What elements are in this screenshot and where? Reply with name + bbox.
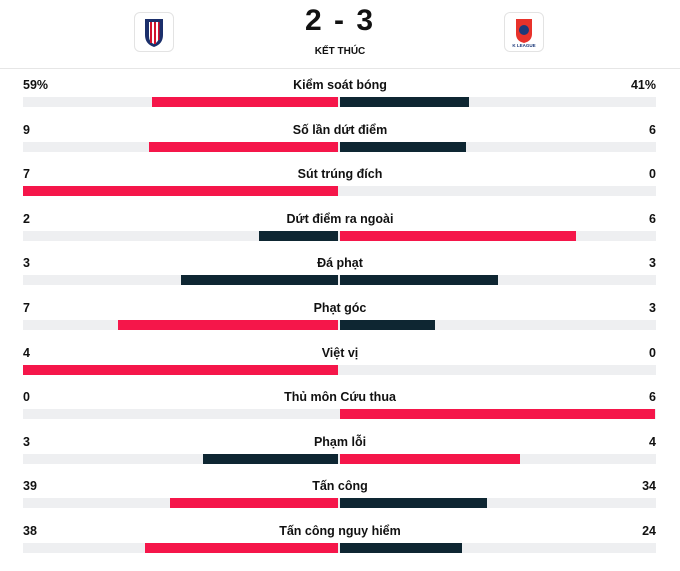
home-value: 3 [23,256,30,271]
away-value: 41% [630,78,656,92]
score: 2 - 3 [304,4,376,37]
away-logo-text: K LEAGUE [512,43,535,48]
track [23,498,656,509]
away-crest: K LEAGUE [512,19,536,48]
track [23,230,656,241]
home-value: 3 [23,434,30,449]
home-bar [203,453,338,464]
away-value: 0 [649,345,656,360]
track [23,97,656,107]
stat-label: Sút trúng đích [297,167,383,182]
home-value: 4 [23,345,30,360]
track [23,275,656,286]
away-bar [340,97,470,107]
away-value: 34 [642,479,656,494]
track [23,409,656,420]
track [23,320,656,330]
track [23,364,656,375]
stat-label: Kiểm soát bóng [293,78,387,92]
stat-label: Số lần dứt điểm [292,122,388,137]
match-status: KẾT THÚC [314,46,366,57]
home-value: 0 [23,390,30,405]
away-value: 4 [649,434,656,449]
away-value: 6 [649,211,656,226]
home-bar [23,364,338,375]
home-bar [152,97,338,107]
home-value: 39 [23,479,37,494]
stat-label: Tấn công [312,479,368,494]
home-bar [144,543,338,553]
divider [0,68,680,69]
track [23,453,656,464]
away-value: 0 [649,167,656,182]
home-value: 2 [23,211,30,226]
stat-label: Dứt điểm ra ngoài [286,211,394,226]
stat-label: Việt vị [321,345,359,360]
away-value: 3 [649,256,656,271]
away-bar [340,141,466,152]
home-logo [134,12,174,52]
away-bar [340,320,435,330]
stat-label: Phạt góc [313,301,367,315]
home-value: 9 [23,122,30,137]
home-bar [149,141,338,152]
away-bar [340,230,577,241]
home-bar [23,186,338,197]
stat-label: Đá phạt [317,256,363,271]
home-bar [180,275,338,286]
stat-label: Phạm lỗi [313,434,367,449]
away-bar [340,498,487,509]
away-value: 3 [649,301,656,315]
track [23,186,656,197]
away-bar [340,453,520,464]
away-value: 6 [649,390,656,405]
stat-label: Tấn công nguy hiểm [279,524,401,538]
track [23,543,656,553]
home-value: 59% [23,78,49,92]
home-value: 38 [23,524,37,538]
home-value: 7 [23,301,30,315]
home-crest [145,19,163,47]
away-value: 24 [642,524,656,538]
away-bar [340,409,655,420]
away-value: 6 [649,122,656,137]
away-bar [340,275,498,286]
home-bar [117,320,338,330]
home-value: 7 [23,167,30,182]
stat-label: Thủ môn Cứu thua [284,390,396,405]
track [23,141,656,152]
home-bar [169,498,338,509]
away-bar [340,543,462,553]
home-bar [259,230,338,241]
away-logo: K LEAGUE [504,12,544,52]
